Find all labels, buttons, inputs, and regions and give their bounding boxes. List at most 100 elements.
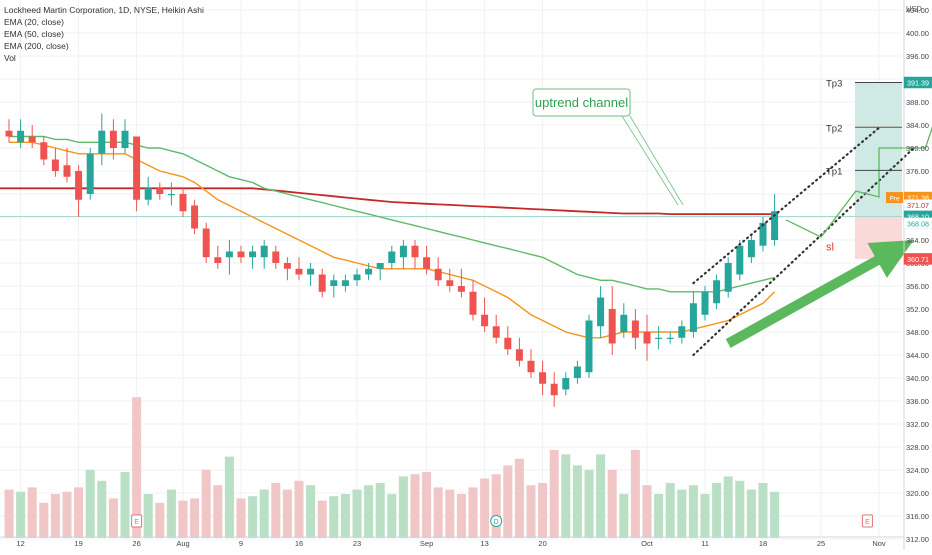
volume-bar (282, 489, 292, 538)
volume-bar (654, 494, 664, 538)
time-tick-label: 16 (295, 539, 303, 548)
volume-bar (514, 458, 524, 538)
candle-body (736, 245, 744, 275)
volume-bar (120, 472, 130, 538)
candle-body (28, 136, 36, 143)
candle-body (330, 280, 338, 286)
volume-bar (410, 474, 420, 538)
candle-body (747, 240, 755, 258)
volume-bar (456, 494, 466, 538)
candle-body (191, 205, 199, 229)
candle-body (771, 211, 779, 240)
volume-bar (491, 474, 501, 538)
volume-bar (422, 472, 432, 538)
candle-body (620, 314, 628, 332)
candle-body (144, 188, 152, 200)
callout-text: uptrend channel (535, 95, 628, 110)
price-tick-label: 340.00 (906, 374, 929, 383)
candle-body (202, 228, 210, 258)
price-tick-label: 376.00 (906, 167, 929, 176)
volume-bar (236, 498, 246, 538)
price-tick-label: 328.00 (906, 443, 929, 452)
price-label-text: 371.38 (907, 194, 929, 203)
volume-bar (503, 465, 513, 538)
volume-bar (97, 480, 107, 538)
ema200-line (0, 187, 775, 216)
candle-body (17, 130, 25, 143)
volume-bar (607, 469, 617, 538)
time-tick-label: Aug (176, 539, 189, 548)
volume-bar (62, 491, 72, 538)
candle-body (643, 332, 651, 344)
volume-bar (770, 491, 780, 538)
candle-body (539, 372, 547, 384)
event-marker-label: E (865, 519, 870, 526)
volume-bar (758, 483, 768, 538)
volume-bar (155, 502, 165, 538)
candle-body (318, 274, 326, 292)
candle-body (260, 245, 268, 258)
candle-body (5, 130, 13, 137)
time-tick-label: 23 (353, 539, 361, 548)
candles (5, 113, 779, 407)
candle-body (295, 268, 303, 275)
volume-bar (561, 454, 571, 538)
price-label-text: 371.07 (907, 201, 929, 210)
volume-bar (132, 397, 142, 538)
volume-bar (549, 450, 559, 538)
volume-bar (364, 485, 374, 538)
volume-bar (642, 485, 652, 538)
time-tick-label: Sep (420, 539, 433, 548)
candle-body (678, 326, 686, 338)
indicator-volume: Vol (4, 53, 16, 63)
candle-body (86, 153, 94, 194)
time-tick-label: 12 (16, 539, 24, 548)
volume-bar (178, 500, 188, 538)
candle-body (167, 194, 175, 196)
candle-body (481, 314, 489, 327)
volume-bar (4, 489, 14, 538)
price-tick-label: 356.00 (906, 282, 929, 291)
callout-line (621, 115, 679, 206)
volume-bar (596, 454, 606, 538)
candle-body (666, 337, 674, 339)
volume-bar (398, 476, 408, 538)
level-label-tp1: Tp1 (826, 166, 842, 177)
volume-bar (445, 489, 455, 538)
volume-bar (259, 489, 269, 538)
price-tick-label: 312.00 (906, 535, 929, 544)
volume-bar (294, 480, 304, 538)
time-tick-label: 25 (817, 539, 825, 548)
volume-bar (329, 496, 339, 538)
candle-body (225, 251, 233, 258)
volume-bar (16, 491, 26, 538)
volume-bar (433, 487, 443, 538)
level-label-sl: sl (826, 242, 834, 254)
legend: Lockheed Martin Corporation, 1D, NYSE, H… (4, 5, 204, 63)
volume-bar (39, 502, 49, 538)
time-tick-label: Nov (872, 539, 886, 548)
volume-bar (317, 500, 327, 538)
chart-title: Lockheed Martin Corporation, 1D, NYSE, H… (4, 5, 204, 15)
volume-bar (27, 487, 37, 538)
volume-bar (688, 485, 698, 538)
level-label-tp3: Tp3 (826, 79, 842, 90)
price-label-box (903, 253, 932, 265)
level-labels: Tp3 Tp2 Tp1 sl (826, 79, 902, 254)
price-tick-label: 324.00 (906, 466, 929, 475)
volume-bar (306, 485, 316, 538)
trend-arrow (725, 240, 914, 348)
time-tick-label: 18 (759, 539, 767, 548)
candle-body (133, 136, 141, 200)
volume-bar (50, 494, 60, 538)
candle-body (597, 297, 605, 327)
volume-bar (480, 478, 490, 538)
candle-body (608, 309, 616, 344)
volume-bar (375, 483, 385, 538)
candle-body (562, 378, 570, 390)
candle-body (504, 337, 512, 350)
volume-bar (85, 469, 95, 538)
callout-line (629, 115, 684, 206)
